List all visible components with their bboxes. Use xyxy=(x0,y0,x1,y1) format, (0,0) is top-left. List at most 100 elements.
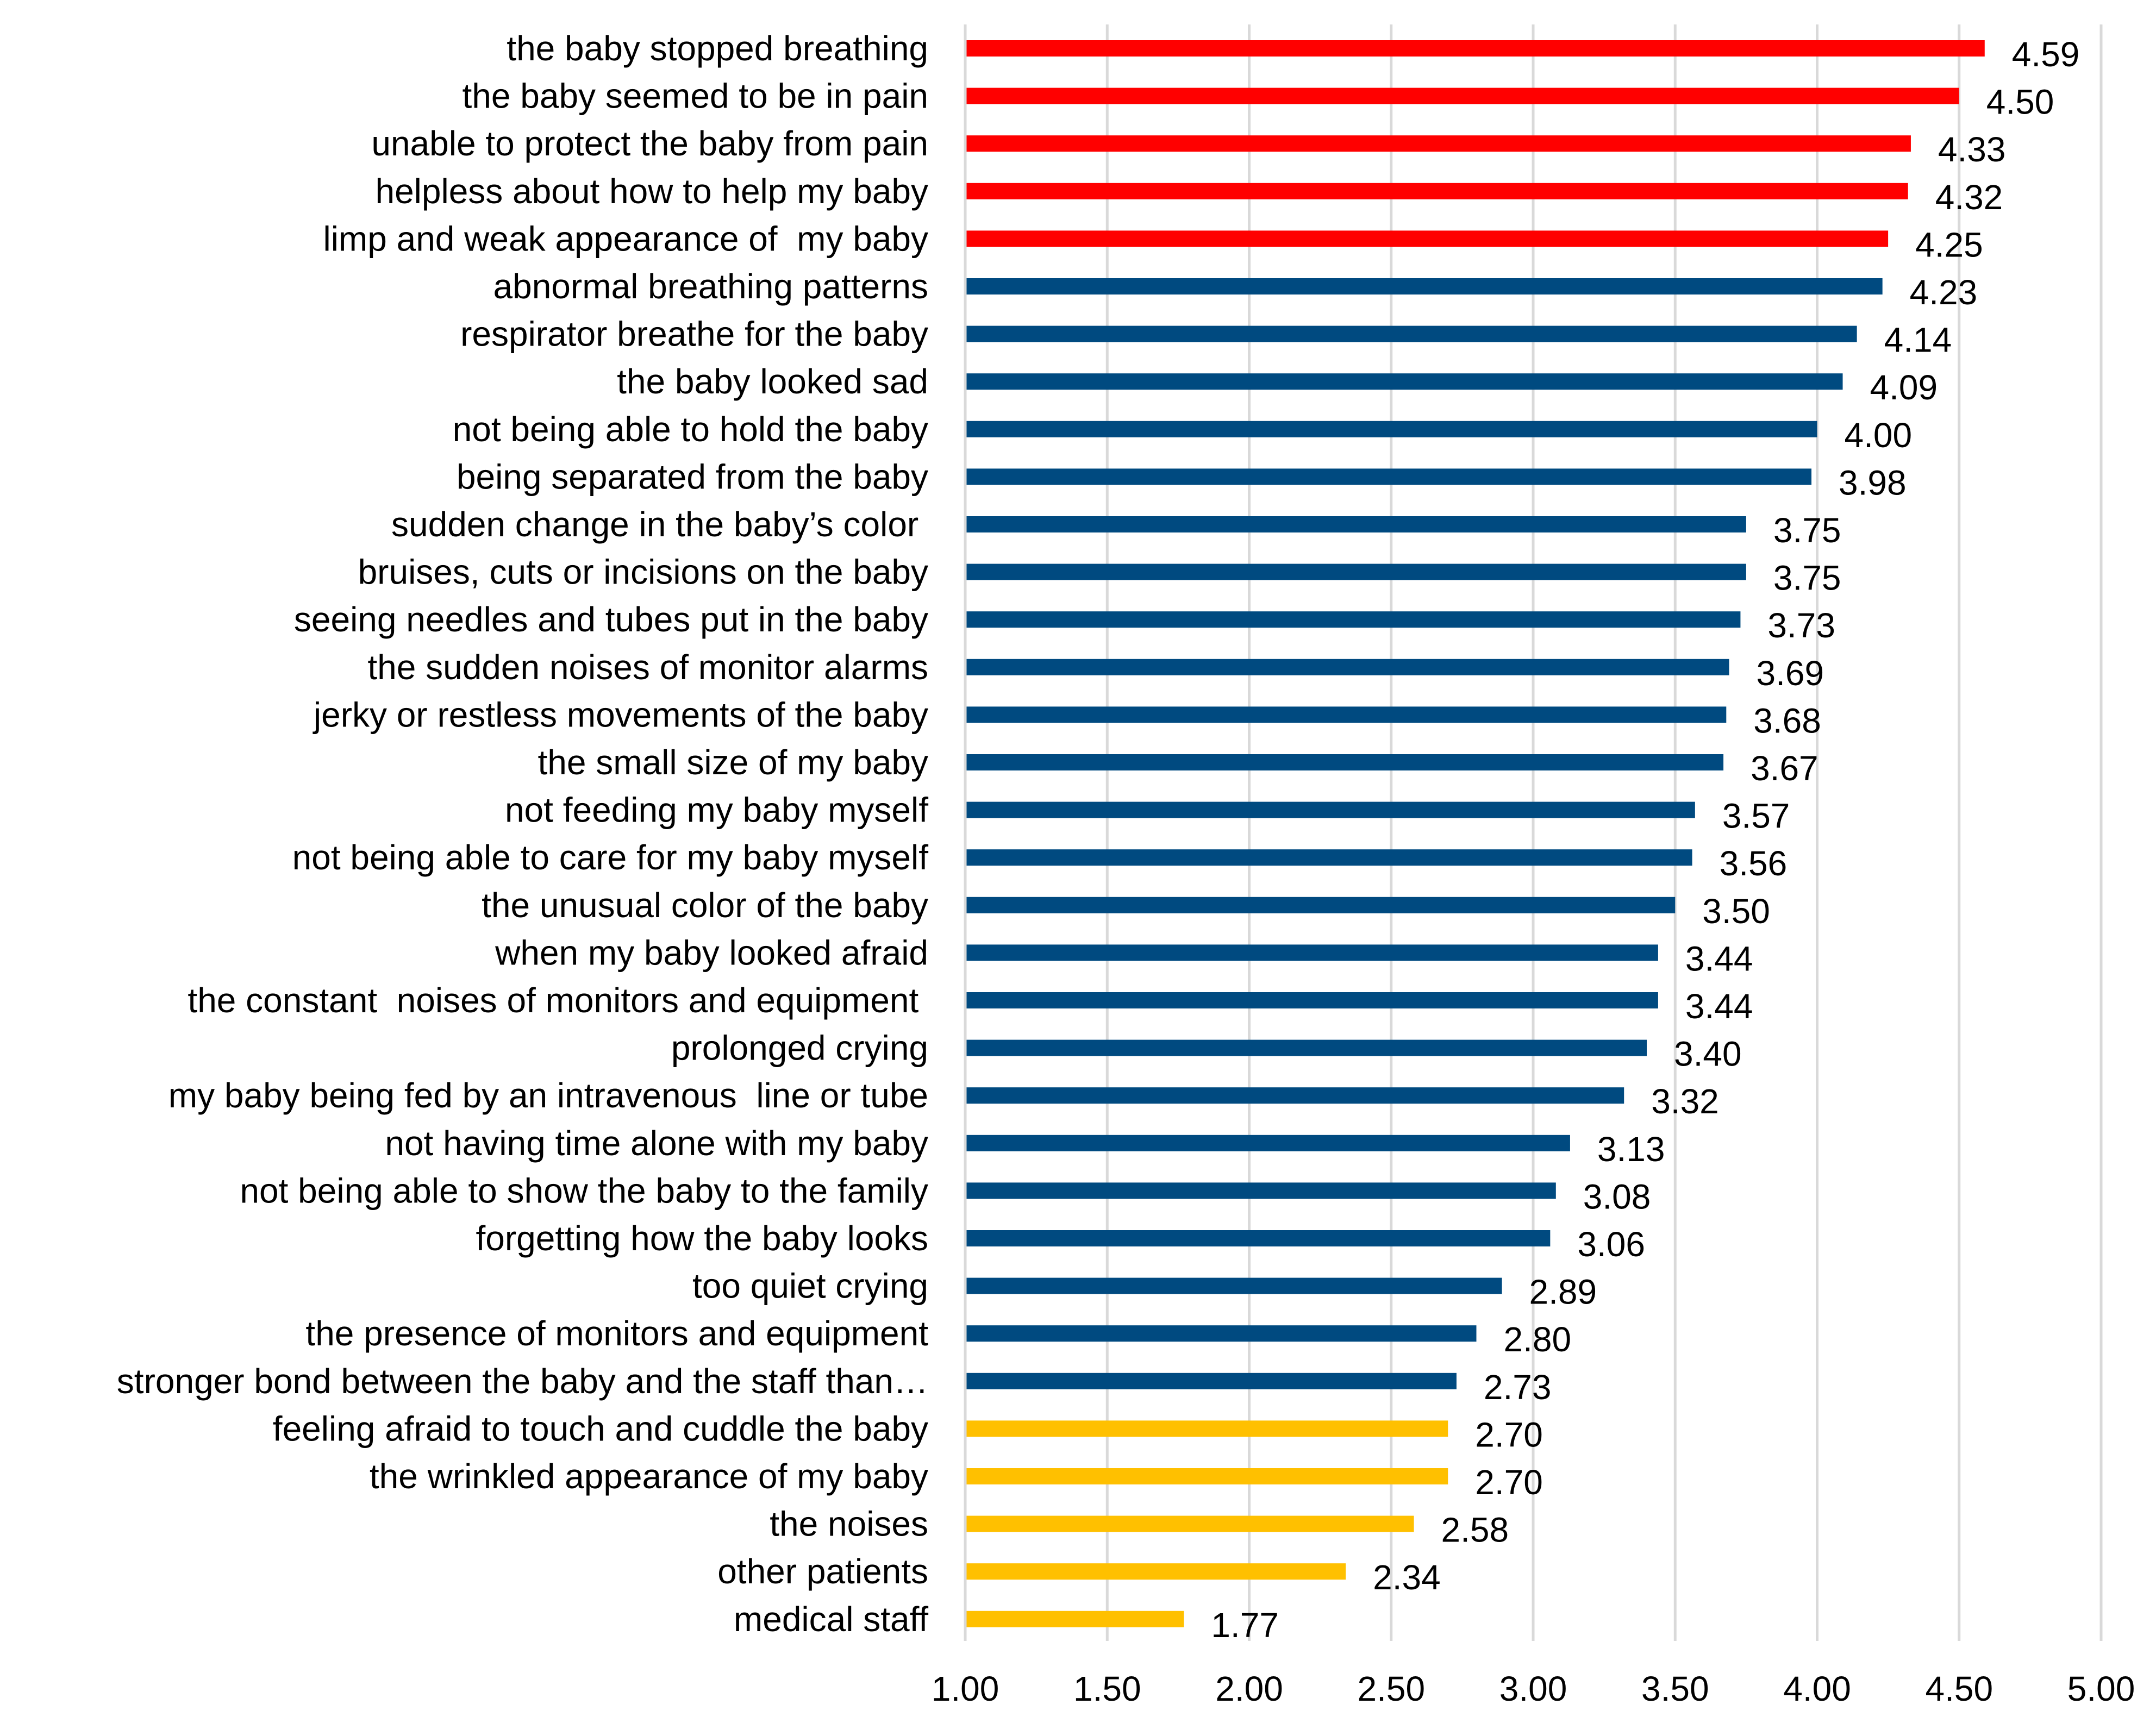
category-label: abnormal breathing patterns xyxy=(493,267,929,306)
bar-8 xyxy=(965,373,1843,390)
data-label: 4.59 xyxy=(2012,35,2080,74)
x-tick-label: 1.00 xyxy=(932,1669,999,1708)
data-label: 3.73 xyxy=(1767,606,1835,645)
data-label: 2.70 xyxy=(1475,1463,1543,1502)
data-label: 3.32 xyxy=(1651,1082,1719,1121)
data-label: 4.50 xyxy=(1986,83,2054,122)
bar-31 xyxy=(965,1468,1448,1484)
bar-3 xyxy=(965,135,1911,152)
category-label: the unusual color of the baby xyxy=(482,886,928,925)
category-label: helpless about how to help my baby xyxy=(375,172,928,211)
bar-9 xyxy=(965,421,1817,437)
data-label: 3.67 xyxy=(1751,749,1818,788)
bar-2 xyxy=(965,87,1959,104)
data-label: 3.13 xyxy=(1597,1130,1665,1169)
gridlines xyxy=(1105,24,2103,1641)
category-label: the baby looked sad xyxy=(617,362,928,401)
category-label: respirator breathe for the baby xyxy=(460,315,928,354)
category-label: limp and weak appearance of my baby xyxy=(323,219,928,258)
data-label: 3.08 xyxy=(1583,1177,1651,1216)
data-label: 3.68 xyxy=(1753,701,1821,740)
bar-30 xyxy=(965,1420,1448,1437)
category-label: not being able to care for my baby mysel… xyxy=(292,838,929,877)
bar-22 xyxy=(965,1039,1647,1056)
bar-14 xyxy=(965,659,1729,675)
bar-17 xyxy=(965,801,1695,818)
bar-26 xyxy=(965,1230,1551,1246)
data-label: 2.70 xyxy=(1475,1415,1543,1454)
category-label: jerky or restless movements of the baby xyxy=(313,695,928,734)
x-tick-label: 4.00 xyxy=(1783,1669,1851,1708)
data-label: 3.75 xyxy=(1773,559,1841,598)
category-label: the noises xyxy=(770,1505,928,1544)
data-label: 3.69 xyxy=(1757,654,1824,693)
data-label: 3.40 xyxy=(1674,1035,1742,1074)
bar-34 xyxy=(965,1611,1184,1627)
data-label: 3.56 xyxy=(1720,844,1788,883)
category-label: the baby stopped breathing xyxy=(507,29,928,68)
category-label: being separated from the baby xyxy=(457,457,928,496)
data-label: 3.57 xyxy=(1722,797,1790,836)
bar-18 xyxy=(965,849,1692,866)
bar-11 xyxy=(965,516,1746,532)
category-label: bruises, cuts or incisions on the baby xyxy=(358,553,928,592)
data-label: 4.00 xyxy=(1845,416,1913,455)
category-label: the presence of monitors and equipment xyxy=(305,1314,928,1353)
x-tick-label: 3.00 xyxy=(1499,1669,1567,1708)
data-label: 2.89 xyxy=(1529,1273,1597,1312)
category-label: not being able to show the baby to the f… xyxy=(240,1171,928,1210)
data-label: 4.33 xyxy=(1938,130,2006,169)
bar-15 xyxy=(965,706,1727,723)
data-label: 3.75 xyxy=(1773,511,1841,550)
category-label: not feeding my baby myself xyxy=(505,791,928,830)
bar-20 xyxy=(965,944,1658,961)
x-tick-label: 2.50 xyxy=(1357,1669,1425,1708)
bar-32 xyxy=(965,1515,1414,1532)
bar-27 xyxy=(965,1277,1502,1294)
x-tick-label: 1.50 xyxy=(1073,1669,1141,1708)
x-tick-label: 3.50 xyxy=(1641,1669,1709,1708)
category-label: not being able to hold the baby xyxy=(453,410,928,449)
category-label: prolonged crying xyxy=(671,1029,928,1068)
category-label: the wrinkled appearance of my baby xyxy=(370,1457,928,1496)
data-label: 2.34 xyxy=(1373,1558,1441,1597)
category-label: forgetting how the baby looks xyxy=(476,1219,928,1258)
x-tick-label: 2.00 xyxy=(1215,1669,1283,1708)
bar-25 xyxy=(965,1182,1556,1199)
data-label: 3.06 xyxy=(1577,1225,1645,1264)
bars xyxy=(965,40,1985,1627)
category-label: seeing needles and tubes put in the baby xyxy=(294,600,928,639)
data-label: 2.80 xyxy=(1504,1320,1572,1359)
category-label: not having time alone with my baby xyxy=(385,1124,928,1163)
x-tick-label: 4.50 xyxy=(1925,1669,1993,1708)
data-label: 3.44 xyxy=(1685,939,1753,978)
bar-33 xyxy=(965,1563,1346,1580)
category-label: the small size of my baby xyxy=(538,743,929,782)
category-label: feeling afraid to touch and cuddle the b… xyxy=(273,1409,928,1448)
category-label: the sudden noises of monitor alarms xyxy=(367,648,928,687)
bar-7 xyxy=(965,325,1857,342)
data-label: 4.09 xyxy=(1870,368,1938,407)
data-label: 4.32 xyxy=(1935,178,2003,217)
x-tick-label: 5.00 xyxy=(2067,1669,2135,1708)
category-label: too quiet crying xyxy=(692,1267,928,1306)
data-label: 2.73 xyxy=(1484,1368,1552,1407)
data-label: 4.25 xyxy=(1915,225,1983,264)
bar-6 xyxy=(965,278,1883,294)
bar-24 xyxy=(965,1135,1570,1151)
labels: 1.00 1.50 2.00 2.50 3.00 3.50 4.00 4.50 5.00 the … xyxy=(117,29,2135,1708)
data-label: 3.98 xyxy=(1839,463,1907,502)
data-label: 3.44 xyxy=(1685,987,1753,1026)
data-label: 3.50 xyxy=(1702,892,1770,931)
bar-21 xyxy=(965,992,1658,1008)
data-label: 2.58 xyxy=(1441,1511,1509,1550)
category-label: when my baby looked afraid xyxy=(495,933,928,972)
category-label: the constant noises of monitors and equi… xyxy=(188,981,928,1020)
data-label: 4.14 xyxy=(1884,321,1952,360)
category-label: my baby being fed by an intravenous line… xyxy=(168,1076,928,1115)
bar-10 xyxy=(965,468,1812,485)
bar-1 xyxy=(965,40,1985,57)
bar-23 xyxy=(965,1087,1624,1104)
